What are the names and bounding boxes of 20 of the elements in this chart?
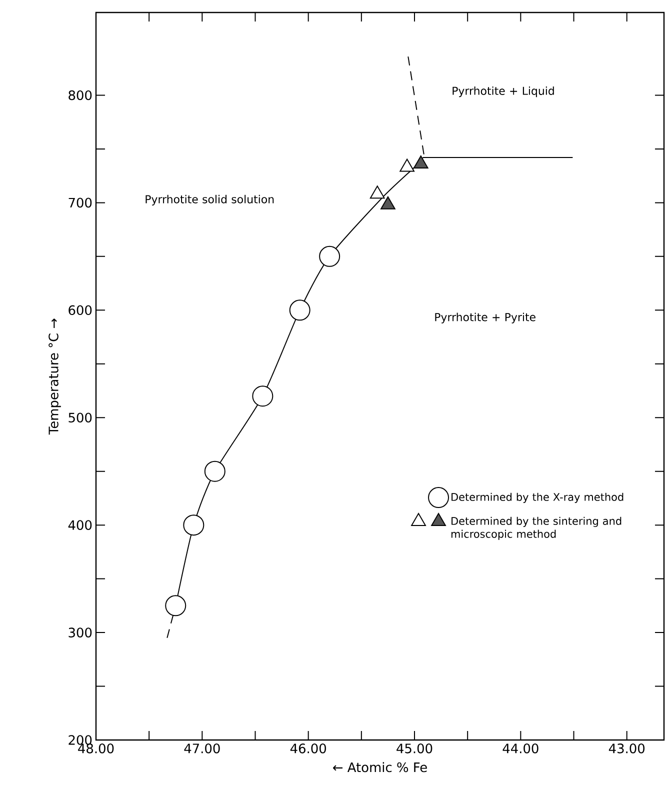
y-tick-label: 600 xyxy=(68,305,92,316)
y-tick-label: 500 xyxy=(68,412,92,423)
legend-label: Determined by the X-ray method xyxy=(452,492,624,503)
x-tick-label: 48.00 xyxy=(78,744,114,754)
y-tick-label: 300 xyxy=(68,628,92,638)
y-tick-label: 800 xyxy=(68,90,92,100)
annotation: Pyrrhotite + Liquid xyxy=(452,86,554,98)
x-tick-label: 45.00 xyxy=(396,744,432,754)
y-axis-title: Temperature °C → xyxy=(48,318,61,435)
x-tick-label: 46.00 xyxy=(290,744,326,754)
y-tick-label: 700 xyxy=(68,198,92,208)
x-tick-label: 44.00 xyxy=(502,744,538,754)
x-tick-label: 43.00 xyxy=(608,744,645,754)
y-tick-label: 400 xyxy=(68,520,92,530)
annotation: Pyrrhotite solid solution xyxy=(146,194,274,206)
x-tick-label: 47.00 xyxy=(184,744,220,754)
annotation: Pyrrhotite + Pyrite xyxy=(435,312,536,324)
x-axis-title: ← Atomic % Fe xyxy=(333,762,427,772)
y-tick-label: 200 xyxy=(68,735,92,745)
legend-label: Determined by the sintering and microscopic method xyxy=(451,516,622,540)
